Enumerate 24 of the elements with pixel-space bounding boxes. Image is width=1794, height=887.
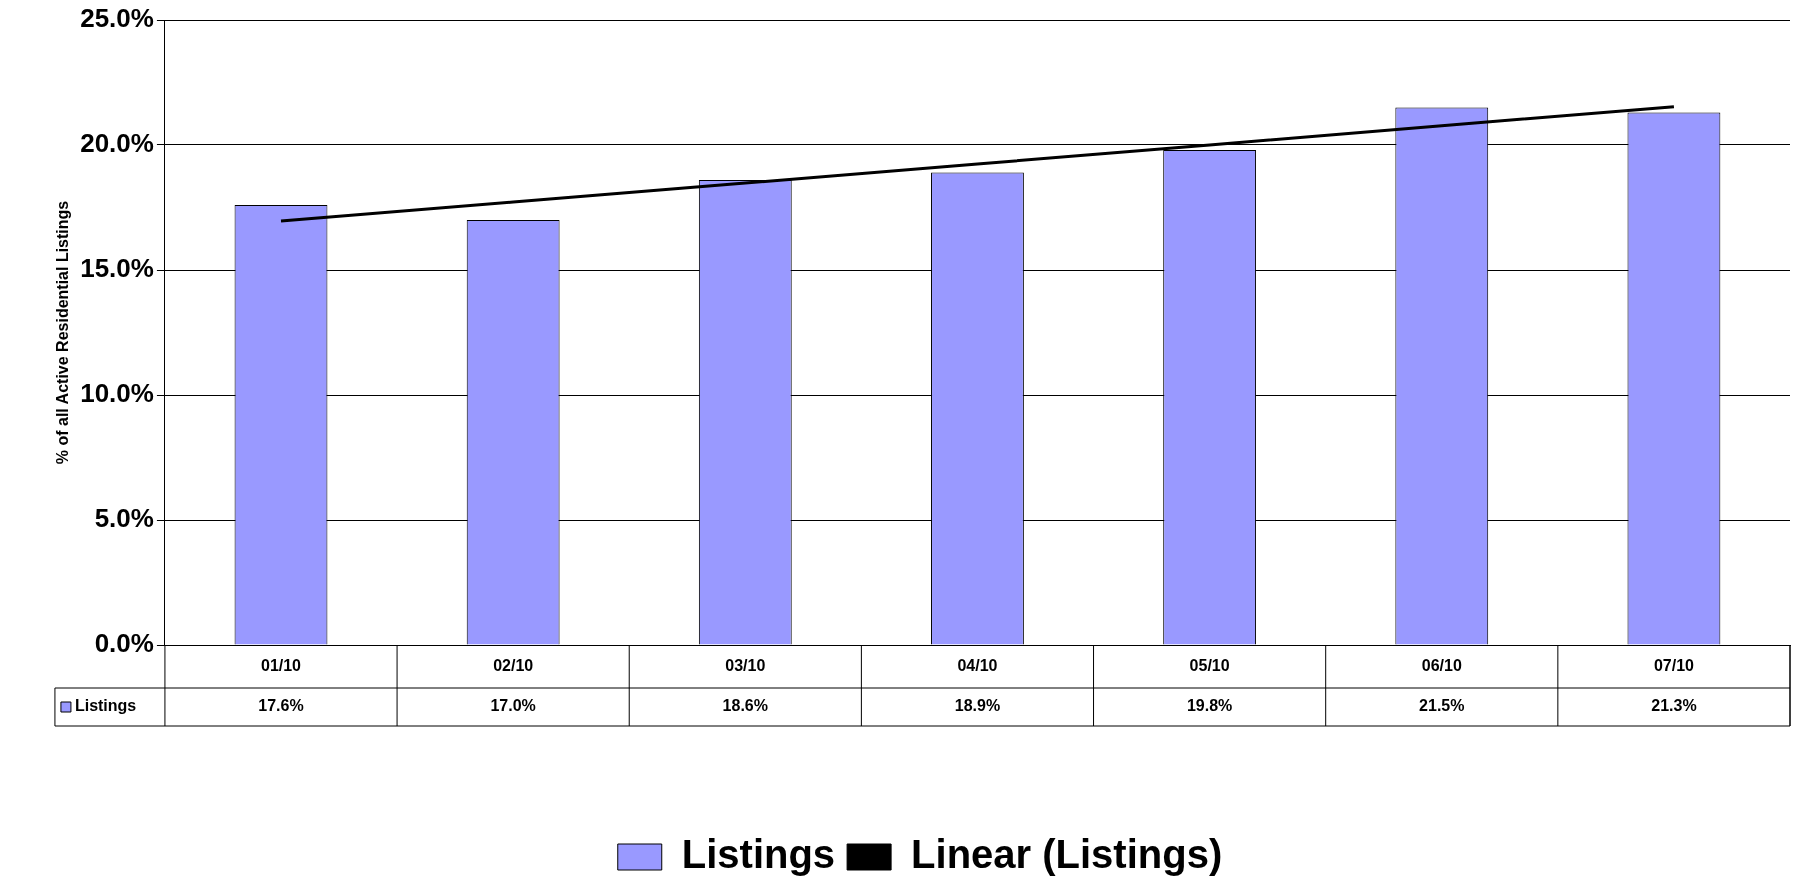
x-tick-label: 03/10 xyxy=(725,657,766,675)
x-tick-label: 01/10 xyxy=(260,657,302,675)
text: 21.5% xyxy=(1419,697,1465,715)
y-tick-label: 20.0% xyxy=(80,128,154,159)
y-tick-label: 5.0% xyxy=(94,503,154,534)
text: 18.6% xyxy=(722,697,768,715)
text: 17.6% xyxy=(258,697,304,715)
text: 18.9% xyxy=(954,697,1001,715)
legend-label: Linear (Listings) xyxy=(911,832,1223,877)
y-tick-label: 10.0% xyxy=(80,378,154,409)
text: 21.3% xyxy=(1651,697,1697,715)
text: Listings xyxy=(681,832,836,877)
y-tick-label: 0.0% xyxy=(94,628,154,659)
y-axis-title: % of all Active Residential Listings xyxy=(54,200,72,465)
x-tick-label: 02/10 xyxy=(493,657,534,675)
legend-label: Listings xyxy=(74,697,137,715)
text: 19.8% xyxy=(1186,697,1233,715)
text: 17.0% xyxy=(490,697,536,715)
x-tick-label: 04/10 xyxy=(957,657,998,675)
x-tick-label: 07/10 xyxy=(1653,657,1695,675)
x-tick-label: 05/10 xyxy=(1189,657,1230,675)
y-tick-label: 15.0% xyxy=(80,253,154,284)
y-tick-label: 25.0% xyxy=(80,3,154,34)
x-tick-label: 06/10 xyxy=(1421,657,1462,675)
